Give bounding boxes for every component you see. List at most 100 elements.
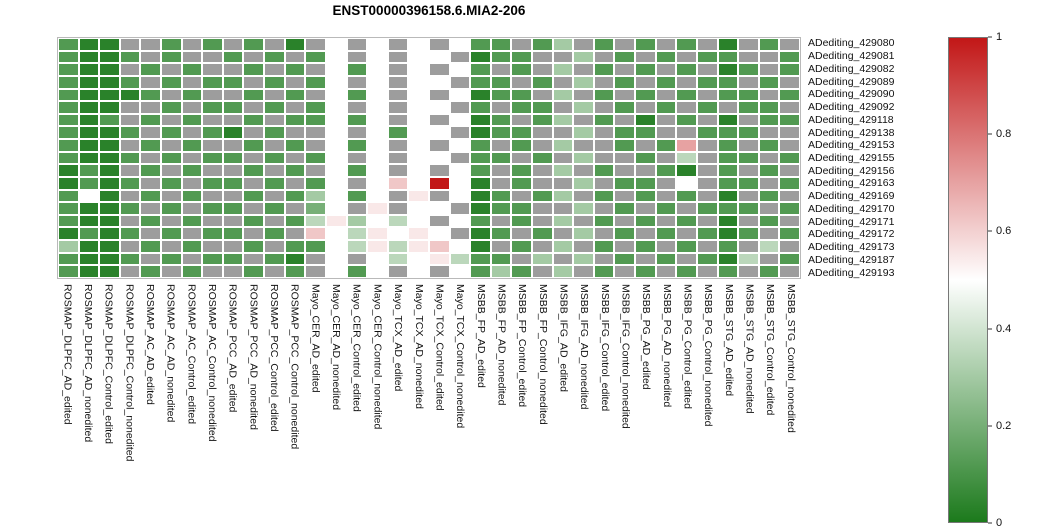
heatmap-cell	[409, 89, 428, 101]
heatmap-cell	[697, 190, 717, 202]
heatmap-cell	[368, 39, 387, 50]
heatmap-cell	[553, 140, 573, 151]
heatmap-cell	[450, 266, 470, 277]
heatmap-cell	[450, 241, 470, 252]
heatmap-cell	[656, 241, 676, 252]
heatmap-cell	[677, 140, 696, 151]
heatmap-cell	[718, 228, 738, 240]
heatmap-cell	[718, 152, 738, 164]
heatmap-cell	[759, 165, 779, 176]
heatmap-cell	[100, 89, 119, 101]
heatmap-cell	[368, 127, 387, 139]
heatmap-cell	[718, 39, 738, 50]
heatmap-cell	[203, 51, 222, 63]
heatmap-cell	[120, 89, 140, 101]
heatmap-cell	[141, 215, 161, 227]
heatmap-cell	[491, 89, 511, 101]
heatmap-cell	[429, 114, 449, 126]
column-label: ROSMAP_DLPFC_AD_edited	[61, 284, 74, 425]
heatmap-cell	[182, 102, 202, 113]
heatmap-cell	[223, 165, 243, 176]
heatmap-cell	[223, 39, 243, 50]
heatmap-cell	[450, 51, 470, 63]
heatmap-cell	[471, 190, 490, 202]
heatmap-cell	[223, 241, 243, 252]
heatmap-cell	[512, 114, 532, 126]
heatmap-cell	[306, 64, 325, 75]
heatmap-cell	[326, 140, 346, 151]
heatmap-cell	[59, 215, 78, 227]
heatmap-cell	[512, 228, 532, 240]
column-label: ROSMAP_PCC_AD_edited	[226, 284, 239, 413]
heatmap-cell	[594, 241, 614, 252]
heatmap-cell	[615, 89, 635, 101]
heatmap-cell	[574, 39, 593, 50]
heatmap-cell	[594, 228, 614, 240]
heatmap-cell	[471, 266, 490, 277]
heatmap-cell	[429, 215, 449, 227]
heatmap-cell	[182, 241, 202, 252]
heatmap-cell	[265, 177, 284, 189]
heatmap-cell	[182, 215, 202, 227]
heatmap-cell	[409, 241, 428, 252]
heatmap-cell	[347, 253, 367, 265]
heatmap-cell	[677, 266, 696, 277]
heatmap-cell	[574, 102, 593, 113]
heatmap-cell	[429, 241, 449, 252]
heatmap-cell	[347, 228, 367, 240]
heatmap-cell	[223, 114, 243, 126]
heatmap-cell	[780, 241, 799, 252]
heatmap-cell	[533, 102, 552, 113]
heatmap-cell	[79, 215, 99, 227]
heatmap-cell	[471, 102, 490, 113]
heatmap-cell	[677, 64, 696, 75]
heatmap-cell	[265, 51, 284, 63]
heatmap-cell	[223, 152, 243, 164]
heatmap-cell	[759, 102, 779, 113]
heatmap-cell	[368, 76, 387, 88]
heatmap-cell	[223, 102, 243, 113]
heatmap-cell	[533, 165, 552, 176]
heatmap-cell	[594, 89, 614, 101]
heatmap-cell	[553, 215, 573, 227]
heatmap-cell	[203, 228, 222, 240]
heatmap-cell	[656, 64, 676, 75]
heatmap-cell	[512, 253, 532, 265]
heatmap-cell	[141, 140, 161, 151]
heatmap-cell	[285, 89, 305, 101]
heatmap-cell	[162, 215, 181, 227]
heatmap-cell	[347, 89, 367, 101]
row-label: ADediting_429153	[808, 139, 895, 152]
heatmap-cell	[594, 177, 614, 189]
heatmap-cell	[79, 102, 99, 113]
heatmap-cell	[429, 64, 449, 75]
heatmap-cell	[512, 241, 532, 252]
heatmap-cell	[265, 253, 284, 265]
heatmap-cell	[656, 140, 676, 151]
heatmap-cell	[677, 228, 696, 240]
heatmap-cell	[59, 177, 78, 189]
heatmap-cell	[120, 140, 140, 151]
heatmap-cell	[615, 215, 635, 227]
column-labels: ROSMAP_DLPFC_AD_edited ROSMAP_DLPFC_AD_no…	[57, 284, 801, 522]
heatmap-cell	[429, 253, 449, 265]
column-label: MSBB_FP_AD_nonedited	[495, 284, 508, 406]
column-label: Mayo_TCX_Control_edited	[433, 284, 446, 411]
heatmap-cell	[718, 127, 738, 139]
column-label: MSBB_IFG_AD_edited	[557, 284, 570, 392]
row-label: ADediting_429193	[808, 266, 895, 279]
heatmap-cell	[450, 64, 470, 75]
heatmap-cell	[656, 114, 676, 126]
heatmap-cell	[574, 127, 593, 139]
heatmap-cell	[285, 165, 305, 176]
heatmap-cell	[182, 152, 202, 164]
heatmap-cell	[368, 266, 387, 277]
heatmap-cell	[203, 89, 222, 101]
heatmap-cell	[244, 165, 264, 176]
heatmap-cell	[368, 165, 387, 176]
heatmap-cell	[100, 51, 119, 63]
heatmap-cell	[512, 203, 532, 214]
heatmap-cell	[120, 266, 140, 277]
heatmap-cell	[656, 39, 676, 50]
heatmap-cell	[739, 228, 758, 240]
